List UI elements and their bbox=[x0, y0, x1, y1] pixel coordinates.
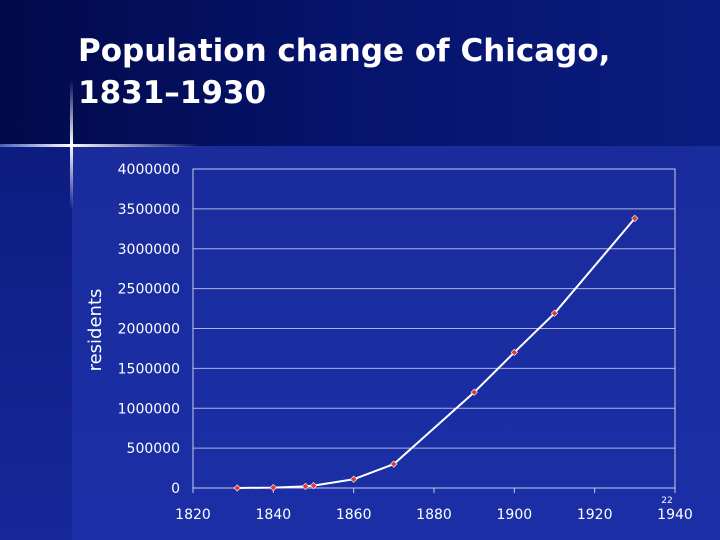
y-tick-label-7: 3500000 bbox=[118, 202, 180, 218]
chart-series bbox=[233, 214, 639, 492]
data-point-1910 bbox=[550, 309, 559, 317]
y-tick-label-0: 0 bbox=[171, 481, 180, 497]
x-tick-label-3: 1880 bbox=[416, 507, 452, 523]
y-tick-label-1: 500000 bbox=[127, 441, 180, 457]
data-point-1900 bbox=[510, 348, 518, 357]
slide-left-band bbox=[0, 146, 72, 540]
data-point-1850 bbox=[309, 481, 318, 490]
data-point-1930 bbox=[631, 214, 639, 223]
x-tick-label-5: 1920 bbox=[577, 507, 613, 523]
x-tick-label-4: 1900 bbox=[497, 507, 533, 523]
light-flare-vertical bbox=[70, 80, 73, 210]
slide-main-background bbox=[72, 146, 720, 540]
slide-title-line-1: Population change of Chicago, bbox=[78, 33, 611, 69]
series-line-0 bbox=[237, 217, 636, 489]
data-point-1848 bbox=[301, 482, 310, 491]
data-point-1870 bbox=[390, 460, 398, 468]
x-tick-label-2: 1860 bbox=[336, 507, 372, 523]
y-tick-label-4: 2000000 bbox=[118, 322, 180, 338]
y-axis-tick-labels: 0 500000 1000000 1500000 2000000 2500000 30000… bbox=[118, 162, 180, 497]
x-axis-tick-marks bbox=[192, 488, 676, 493]
data-point-1831 bbox=[233, 484, 241, 492]
slide-title: Population change of Chicago, 1831–1930 bbox=[78, 30, 678, 114]
y-tick-label-8: 4000000 bbox=[118, 162, 180, 178]
x-axis-tick-labels: 1820 1840 1860 1880 1900 1920 1940 bbox=[175, 507, 693, 523]
chart-gridlines bbox=[193, 168, 675, 449]
y-tick-label-2: 1000000 bbox=[118, 401, 180, 417]
x-tick-label-1: 1840 bbox=[256, 507, 292, 523]
y-axis-label: residents bbox=[85, 289, 106, 372]
data-point-1840 bbox=[269, 483, 277, 492]
y-tick-label-6: 3000000 bbox=[118, 242, 180, 258]
slide-title-line-2: 1831–1930 bbox=[78, 75, 267, 111]
x-tick-label-6: 1940 bbox=[657, 507, 693, 523]
light-flare-horizontal bbox=[0, 144, 200, 147]
y-tick-label-5: 2500000 bbox=[118, 282, 180, 298]
slide-header-background bbox=[0, 0, 720, 146]
x-tick-label-0: 1820 bbox=[175, 507, 211, 523]
y-tick-label-3: 1500000 bbox=[118, 361, 180, 377]
data-point-1890 bbox=[470, 388, 478, 396]
data-point-1860 bbox=[350, 475, 358, 483]
page-number: 22 bbox=[661, 496, 673, 506]
